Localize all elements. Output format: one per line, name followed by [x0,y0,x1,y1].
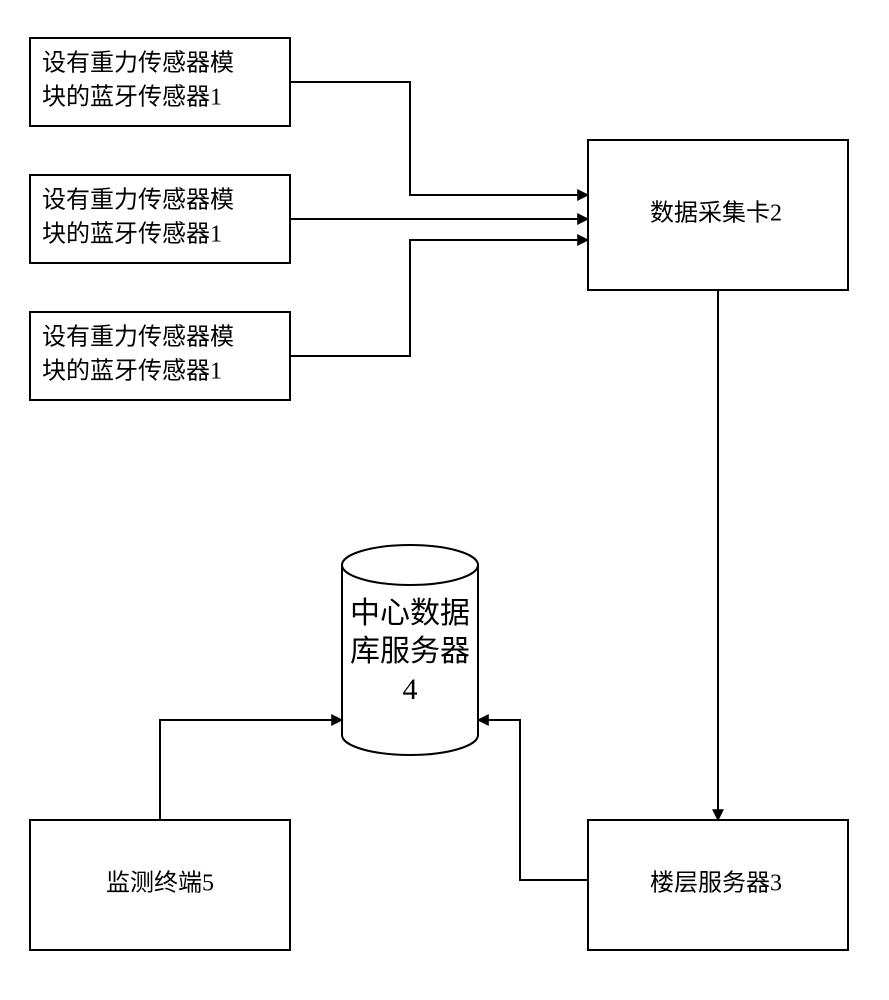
box-sensor3-line1: 块的蓝牙传感器1 [42,358,222,385]
box-sensor3-line0: 设有重力传感器模 [42,324,234,351]
box-sensor1: 设有重力传感器模块的蓝牙传感器1 [30,38,290,126]
edge-sensor1-to-daq [290,82,588,195]
box-floor_server: 楼层服务器3 [588,820,848,950]
edge-terminal-to-database [160,720,342,820]
database-line1: 库服务器 [350,635,470,668]
box-sensor2-line0: 设有重力传感器模 [42,187,234,214]
box-terminal: 监测终端5 [30,820,290,950]
database-line0: 中心数据 [350,597,470,630]
box-terminal-line0: 监测终端5 [106,870,214,897]
box-floor_server-line0: 楼层服务器3 [650,870,782,897]
edge-floor_server-to-database [478,720,588,880]
box-sensor2: 设有重力传感器模块的蓝牙传感器1 [30,175,290,263]
box-sensor1-line1: 块的蓝牙传感器1 [42,84,222,111]
database-node: 中心数据库服务器 4 [342,545,478,755]
box-sensor1-line0: 设有重力传感器模 [42,50,234,77]
edge-sensor3-to-daq [290,240,588,356]
box-daq-line0: 数据采集卡2 [650,200,782,227]
box-sensor2-line1: 块的蓝牙传感器1 [42,221,222,248]
box-daq: 数据采集卡2 [588,140,848,290]
box-sensor3: 设有重力传感器模块的蓝牙传感器1 [30,312,290,400]
database-line2: 4 [403,673,418,706]
